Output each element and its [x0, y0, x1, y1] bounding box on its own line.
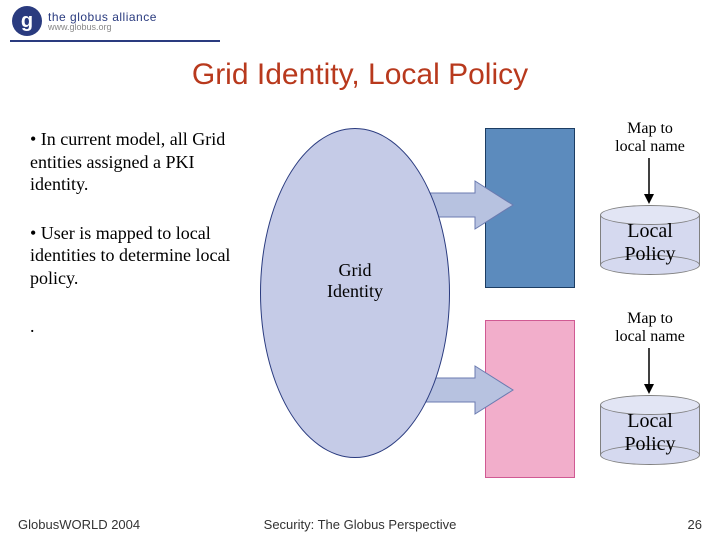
- diagram: Grid Identity Map to local name Local Po…: [260, 120, 710, 490]
- map-label-bottom: Map to local name: [600, 310, 700, 347]
- header-underline: [10, 40, 220, 42]
- footer-right: 26: [688, 517, 702, 532]
- grid-identity-label: Grid Identity: [295, 260, 415, 301]
- brand-bottom: www.globus.org: [48, 23, 157, 32]
- local-policy-label-top: Local Policy: [600, 220, 700, 266]
- logo: g the globus alliance www.globus.org: [12, 6, 157, 36]
- local-policy-label-bottom: Local Policy: [600, 410, 700, 456]
- map-label-top: Map to local name: [600, 120, 700, 157]
- bullet-1: • In current model, all Grid entities as…: [30, 128, 245, 196]
- logo-text: the globus alliance www.globus.org: [48, 11, 157, 32]
- slide: g the globus alliance www.globus.org Gri…: [0, 0, 720, 540]
- globus-logo-icon: g: [12, 6, 42, 36]
- header: g the globus alliance www.globus.org: [0, 0, 720, 42]
- thin-arrow-top: [642, 158, 656, 204]
- bullet-2: • User is mapped to local identities to …: [30, 222, 245, 290]
- slide-title: Grid Identity, Local Policy: [0, 58, 720, 92]
- footer-center: Security: The Globus Perspective: [0, 517, 720, 532]
- thin-arrow-bottom: [642, 348, 656, 394]
- bullet-3: .: [30, 315, 245, 338]
- bullet-list: • In current model, all Grid entities as…: [30, 128, 245, 364]
- brand-top: the globus alliance: [48, 11, 157, 23]
